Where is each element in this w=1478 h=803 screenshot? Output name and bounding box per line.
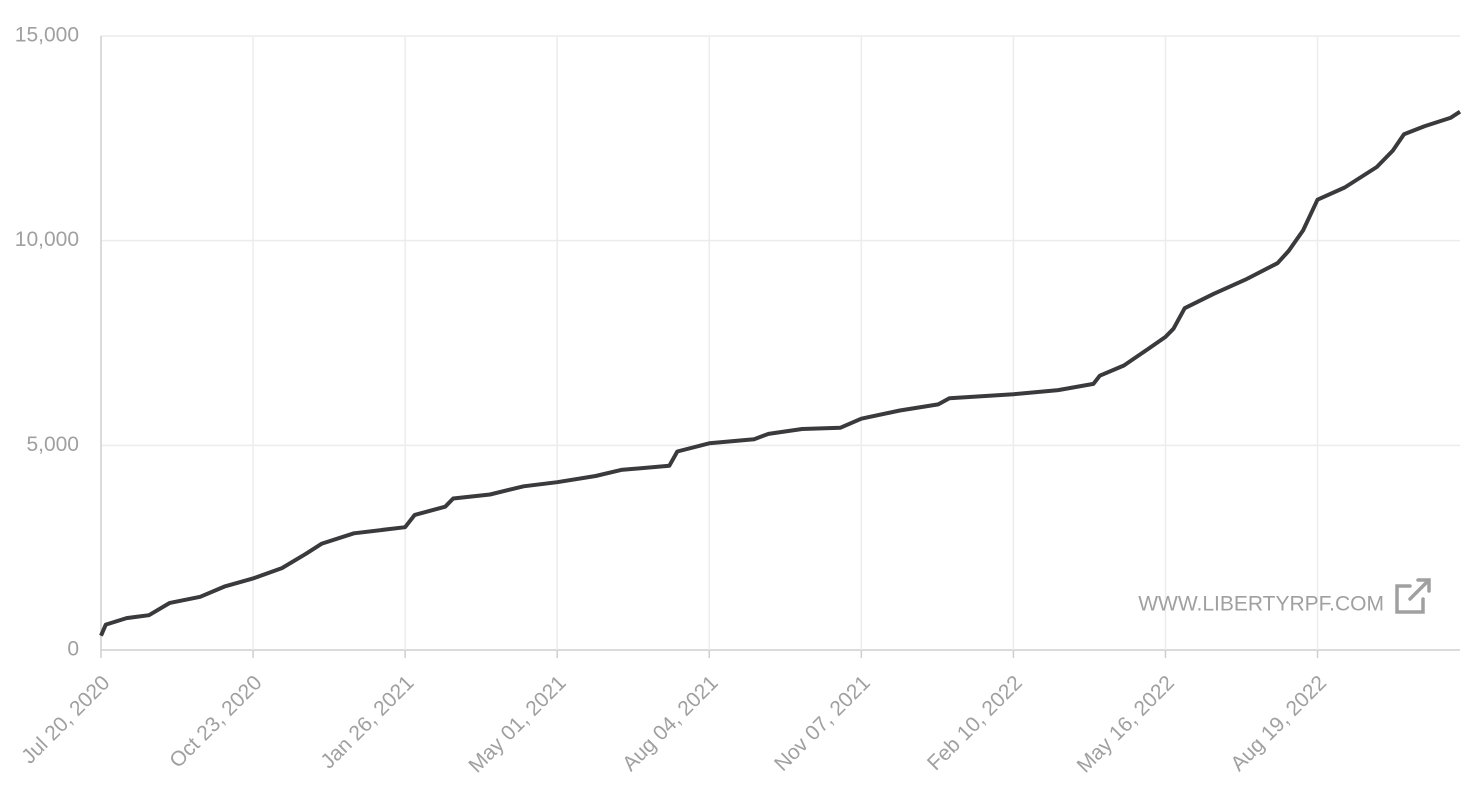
x-tick-label: May 16, 2022	[1073, 671, 1179, 777]
x-tick-label: Aug 04, 2021	[618, 671, 723, 776]
axes: 0 5,000 10,000 15,000 Jul 20, 2020 Oct 23, 20…	[15, 24, 1462, 777]
x-tick-label: Jul 20, 2020	[17, 671, 114, 768]
y-tick-label: 10,000	[15, 228, 79, 251]
data-line	[99, 110, 1462, 637]
y-tick-label: 15,000	[15, 24, 79, 47]
x-tick-label: Aug 19, 2022	[1226, 671, 1331, 776]
x-tick-label: Jan 26, 2021	[316, 671, 418, 773]
watermark: WWW.LIBERTYRPF.COM	[1138, 593, 1384, 616]
x-tick-label: Nov 07, 2021	[770, 671, 875, 776]
y-tick-label: 5,000	[26, 433, 79, 456]
external-link-icon	[1395, 578, 1431, 614]
x-tick-label: May 01, 2021	[464, 671, 570, 777]
x-tick-label: Oct 23, 2020	[165, 671, 266, 772]
y-tick-label: 0	[67, 638, 79, 661]
x-tick-label: Feb 10, 2022	[923, 671, 1027, 775]
